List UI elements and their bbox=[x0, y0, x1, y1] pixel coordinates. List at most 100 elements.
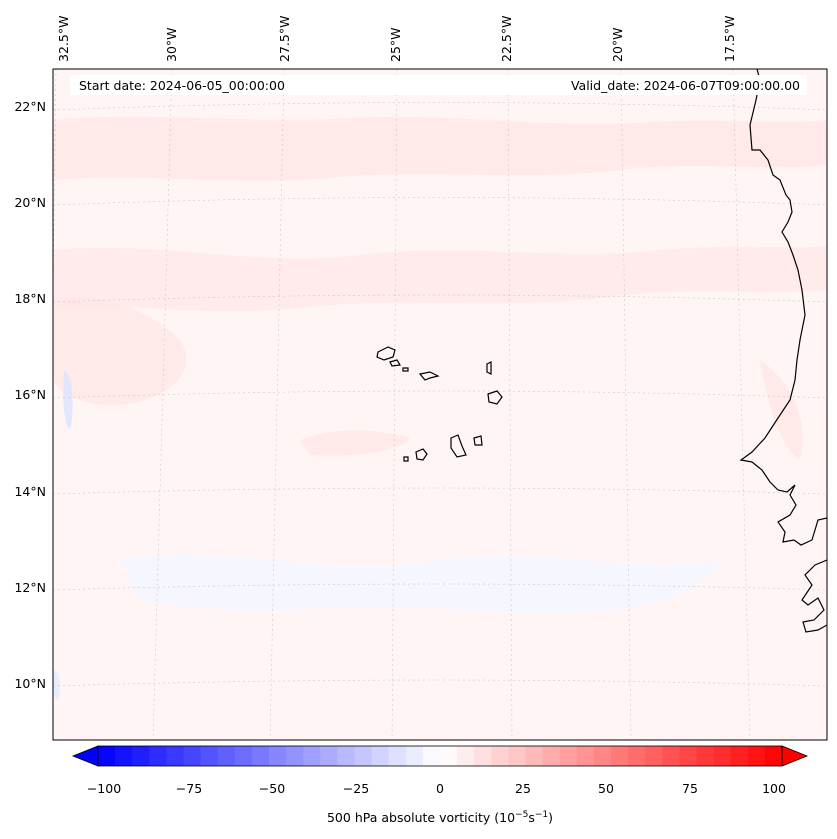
colorbar-cell bbox=[388, 746, 407, 766]
colorbar-cell bbox=[183, 746, 202, 766]
vorticity-negative-west bbox=[63, 370, 73, 429]
colorbar-cell bbox=[730, 746, 749, 766]
lon-label: 32.5°W bbox=[56, 16, 71, 62]
valid-date-label: Valid_date: 2024-06-07T09:00:00.00 bbox=[571, 78, 800, 93]
island-sal bbox=[486, 361, 492, 375]
colorbar-cell bbox=[132, 746, 150, 766]
vorticity-band-north bbox=[53, 116, 827, 181]
colorbar-cell bbox=[525, 746, 544, 766]
colorbar-cell bbox=[286, 746, 304, 766]
colorbar-cell bbox=[628, 746, 646, 766]
colorbar-cell bbox=[337, 746, 355, 766]
colorbar-label: 500 hPa absolute vorticity (10−5s−1) bbox=[327, 810, 553, 825]
colorbar-cell bbox=[149, 746, 167, 766]
colorbar-cell bbox=[593, 746, 612, 766]
island-maio bbox=[473, 435, 483, 446]
colorbar-cell bbox=[696, 746, 715, 766]
colorbar-cell bbox=[303, 746, 321, 766]
colorbar-cell bbox=[713, 746, 732, 766]
island-boa-vista bbox=[487, 390, 503, 405]
africa-coastline-south bbox=[801, 559, 827, 633]
graticule bbox=[53, 69, 827, 740]
colorbar-tick-label: 0 bbox=[436, 781, 444, 796]
colorbar-cell bbox=[166, 746, 184, 766]
vorticity-band-mid bbox=[53, 246, 827, 312]
latitude-labels: 22°N 20°N 18°N 16°N 14°N 12°N 10°N bbox=[14, 99, 46, 691]
colorbar-cell bbox=[405, 746, 424, 766]
lon-label: 22.5°W bbox=[499, 16, 514, 62]
map-frame bbox=[52, 68, 828, 741]
colorbar-cell bbox=[269, 746, 287, 766]
colorbar-cell bbox=[457, 746, 475, 766]
colorbar-cell bbox=[559, 746, 578, 766]
vorticity-patch-west bbox=[53, 297, 187, 406]
lat-label: 14°N bbox=[14, 484, 46, 499]
map-background bbox=[53, 69, 827, 740]
island-brava bbox=[403, 456, 409, 462]
colorbar-cell bbox=[611, 746, 629, 766]
vorticity-negative-southwest bbox=[53, 670, 61, 700]
colorbar-cell bbox=[200, 746, 219, 766]
vorticity-patch-center bbox=[300, 430, 410, 456]
colorbar-tick-label: 75 bbox=[682, 781, 698, 796]
lat-label: 22°N bbox=[14, 99, 46, 114]
colorbar-cell bbox=[422, 746, 441, 766]
lon-label: 30°W bbox=[164, 27, 179, 62]
colorbar-cell bbox=[576, 746, 595, 766]
vorticity-patch-east bbox=[760, 360, 803, 460]
lon-label: 17.5°W bbox=[722, 16, 737, 62]
vorticity-negative-south bbox=[120, 554, 720, 614]
lat-label: 18°N bbox=[14, 291, 46, 306]
island-sao-nicolau bbox=[418, 371, 440, 381]
cape-verde-islands bbox=[376, 346, 503, 462]
longitude-labels: 32.5°W 30°W 27.5°W 25°W 22.5°W 20°W 17.5… bbox=[56, 16, 737, 62]
colorbar-cell bbox=[217, 746, 236, 766]
colorbar-outline bbox=[97, 745, 783, 767]
lat-label: 20°N bbox=[14, 195, 46, 210]
colorbar-tick-label: 100 bbox=[762, 781, 786, 796]
colorbar-cell bbox=[98, 746, 116, 766]
island-santiago bbox=[450, 434, 467, 458]
island-sao-vicente bbox=[389, 359, 401, 367]
colorbar-extend-max-arrow bbox=[781, 745, 809, 767]
colorbar-tick-label: −25 bbox=[343, 781, 369, 796]
lat-label: 12°N bbox=[14, 580, 46, 595]
colorbar-cell bbox=[234, 746, 253, 766]
colorbar-tick-label: 50 bbox=[598, 781, 614, 796]
date-info-box bbox=[70, 75, 807, 95]
colorbar-ticks: −100 −75 −50 −25 0 25 50 75 100 bbox=[87, 781, 786, 796]
colorbar-cell bbox=[508, 746, 526, 766]
colorbar-cell bbox=[371, 746, 390, 766]
colorbar-cell bbox=[320, 746, 338, 766]
colorbar-cell bbox=[679, 746, 697, 766]
colorbar: −100 −75 −50 −25 0 25 50 75 100 500 hPa … bbox=[71, 745, 809, 825]
island-santa-luzia bbox=[402, 367, 409, 372]
lat-label: 16°N bbox=[14, 387, 46, 402]
colorbar-cell bbox=[542, 746, 561, 766]
colorbar-cell bbox=[747, 746, 766, 766]
colorbar-cell bbox=[764, 746, 783, 766]
colorbar-cell bbox=[474, 746, 492, 766]
colorbar-cell bbox=[645, 746, 663, 766]
lon-label: 20°W bbox=[610, 27, 625, 62]
colorbar-extend-min-arrow bbox=[71, 745, 99, 767]
colorbar-tick-label: −75 bbox=[176, 781, 202, 796]
map-panel bbox=[53, 69, 827, 740]
colorbar-tick-label: −100 bbox=[87, 781, 121, 796]
colorbar-cell bbox=[440, 746, 458, 766]
lat-label: 10°N bbox=[14, 676, 46, 691]
colorbar-cell bbox=[115, 746, 133, 766]
colorbar-cell bbox=[662, 746, 680, 766]
island-fogo bbox=[415, 448, 428, 461]
island-santo-antao bbox=[376, 346, 396, 361]
colorbar-tick-label: −50 bbox=[259, 781, 285, 796]
colorbar-tick-label: 25 bbox=[515, 781, 531, 796]
vorticity-field bbox=[53, 116, 827, 700]
colorbar-cell bbox=[251, 746, 270, 766]
start-date-label: Start date: 2024-06-05_00:00:00 bbox=[79, 78, 285, 93]
lon-label: 27.5°W bbox=[277, 16, 292, 62]
colorbar-cell bbox=[491, 746, 509, 766]
africa-coastline bbox=[739, 69, 827, 546]
colorbar-cell bbox=[354, 746, 373, 766]
lon-label: 25°W bbox=[388, 27, 403, 62]
